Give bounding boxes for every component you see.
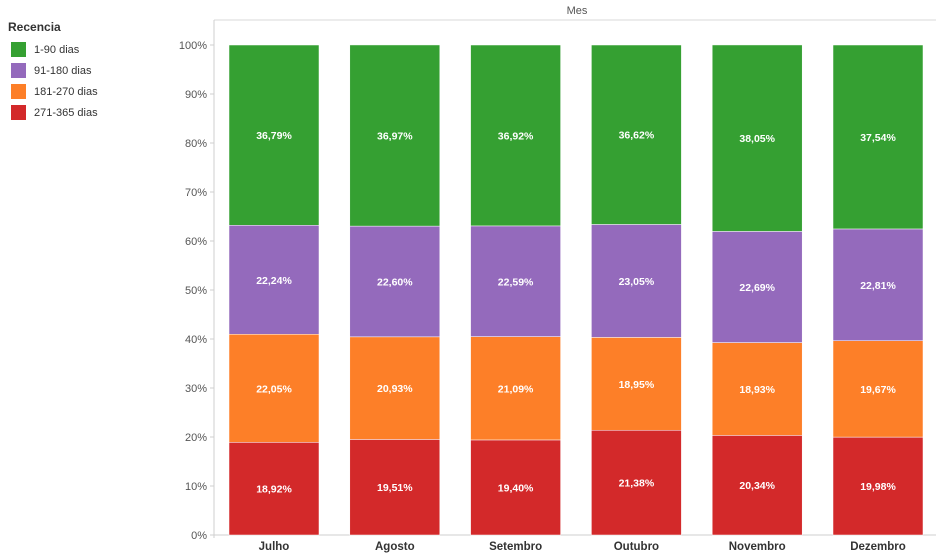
bar-value-label: 22,05% bbox=[256, 383, 292, 395]
bar-segment[interactable] bbox=[470, 336, 561, 441]
y-tick-label: 20% bbox=[185, 432, 207, 444]
bar-segment[interactable] bbox=[349, 44, 441, 227]
bar-segment[interactable] bbox=[832, 228, 924, 341]
bar-value-label: 36,92% bbox=[498, 130, 534, 142]
top-axis-title: Mes bbox=[567, 5, 588, 17]
bar-value-label: 36,97% bbox=[377, 131, 413, 143]
bar-value-label: 18,95% bbox=[619, 379, 655, 391]
bar-segment[interactable] bbox=[349, 336, 441, 440]
x-category-label: Setembro bbox=[489, 541, 542, 553]
bar-segment[interactable] bbox=[591, 429, 682, 536]
bar-value-label: 36,79% bbox=[256, 130, 292, 142]
bar-value-label: 22,81% bbox=[860, 280, 896, 292]
bar-segment[interactable] bbox=[711, 435, 803, 536]
bar-value-label: 19,51% bbox=[377, 482, 413, 494]
bar-segment[interactable] bbox=[711, 44, 803, 232]
legend-item-91-180[interactable]: 91-180 dias bbox=[8, 60, 98, 81]
bar-segment[interactable] bbox=[711, 231, 803, 343]
x-category-label: Novembro bbox=[729, 541, 786, 553]
bar-segment[interactable] bbox=[228, 333, 320, 443]
y-tick-label: 10% bbox=[185, 481, 207, 493]
y-tick-label: 100% bbox=[179, 40, 207, 52]
y-tick-label: 70% bbox=[185, 187, 207, 199]
bar-segment[interactable] bbox=[470, 439, 561, 536]
y-axis-ticks: 0% 10% 20% 30% 40% 50% 60% 70% 80% 90% 100% bbox=[179, 40, 214, 542]
legend-swatch bbox=[11, 84, 26, 99]
legend-swatch bbox=[11, 105, 26, 120]
bar-segment[interactable] bbox=[470, 225, 561, 337]
bar-value-label: 18,93% bbox=[739, 384, 775, 396]
y-tick-label: 40% bbox=[185, 334, 207, 346]
legend-label: 91-180 dias bbox=[34, 64, 92, 77]
y-tick-label: 0% bbox=[191, 530, 207, 542]
legend-title: Recencia bbox=[8, 20, 61, 34]
y-tick-label: 50% bbox=[185, 285, 207, 297]
legend-swatch bbox=[11, 42, 26, 57]
legend: Recencia 1-90 dias 91-180 dias 181-270 d… bbox=[8, 20, 98, 123]
y-tick-label: 60% bbox=[185, 236, 207, 248]
bar-value-label: 22,59% bbox=[498, 276, 534, 288]
bar-value-label: 22,60% bbox=[377, 276, 413, 288]
x-category-label: Julho bbox=[259, 541, 290, 553]
bar-segment[interactable] bbox=[228, 225, 320, 335]
legend-label: 1-90 dias bbox=[34, 43, 80, 56]
bar-value-label: 19,40% bbox=[498, 482, 534, 494]
y-tick-label: 80% bbox=[185, 138, 207, 150]
bar-value-label: 18,92% bbox=[256, 484, 292, 496]
bar-segment[interactable] bbox=[349, 439, 441, 536]
legend-label: 271-365 dias bbox=[34, 106, 98, 119]
bar-value-label: 21,09% bbox=[498, 383, 534, 395]
bar-value-label: 38,05% bbox=[739, 133, 775, 145]
legend-item-181-270[interactable]: 181-270 dias bbox=[8, 81, 98, 102]
bar-value-label: 36,62% bbox=[619, 130, 655, 142]
x-category-label: Agosto bbox=[375, 541, 415, 553]
bars: 18,92% 22,05% 22,24% 36,79% 19,51% 20,93% 22,6… bbox=[228, 44, 924, 536]
legend-item-1-90[interactable]: 1-90 dias bbox=[8, 39, 98, 60]
bar-value-label: 20,34% bbox=[739, 480, 775, 492]
legend-label: 181-270 dias bbox=[34, 85, 98, 98]
bar-segment[interactable] bbox=[711, 342, 803, 436]
bar-value-label: 20,93% bbox=[377, 383, 413, 395]
legend-item-271-365[interactable]: 271-365 dias bbox=[8, 102, 98, 123]
bar-segment[interactable] bbox=[591, 224, 682, 338]
x-category-label: Dezembro bbox=[850, 541, 906, 553]
bar-value-label: 22,69% bbox=[739, 282, 775, 294]
bar-segment[interactable] bbox=[470, 44, 561, 227]
bar-segment[interactable] bbox=[832, 44, 924, 230]
bar-segment[interactable] bbox=[349, 225, 441, 338]
y-tick-label: 30% bbox=[185, 383, 207, 395]
bar-value-label: 22,24% bbox=[256, 275, 292, 287]
bar-segment[interactable] bbox=[591, 44, 682, 225]
bar-value-label: 37,54% bbox=[860, 132, 896, 144]
bar-value-label: 21,38% bbox=[619, 478, 655, 490]
bar-value-label: 19,67% bbox=[860, 384, 896, 396]
x-axis-labels: Julho Agosto Setembro Outubro Novembro Dezemb… bbox=[259, 541, 906, 553]
bar-value-label: 23,05% bbox=[619, 276, 655, 288]
bar-segment[interactable] bbox=[228, 442, 320, 536]
bar-segment[interactable] bbox=[832, 340, 924, 438]
bar-value-label: 19,98% bbox=[860, 481, 896, 493]
y-tick-label: 90% bbox=[185, 89, 207, 101]
legend-swatch bbox=[11, 63, 26, 78]
x-category-label: Outubro bbox=[614, 541, 659, 553]
bar-segment[interactable] bbox=[591, 337, 682, 431]
bar-segment[interactable] bbox=[228, 44, 320, 226]
